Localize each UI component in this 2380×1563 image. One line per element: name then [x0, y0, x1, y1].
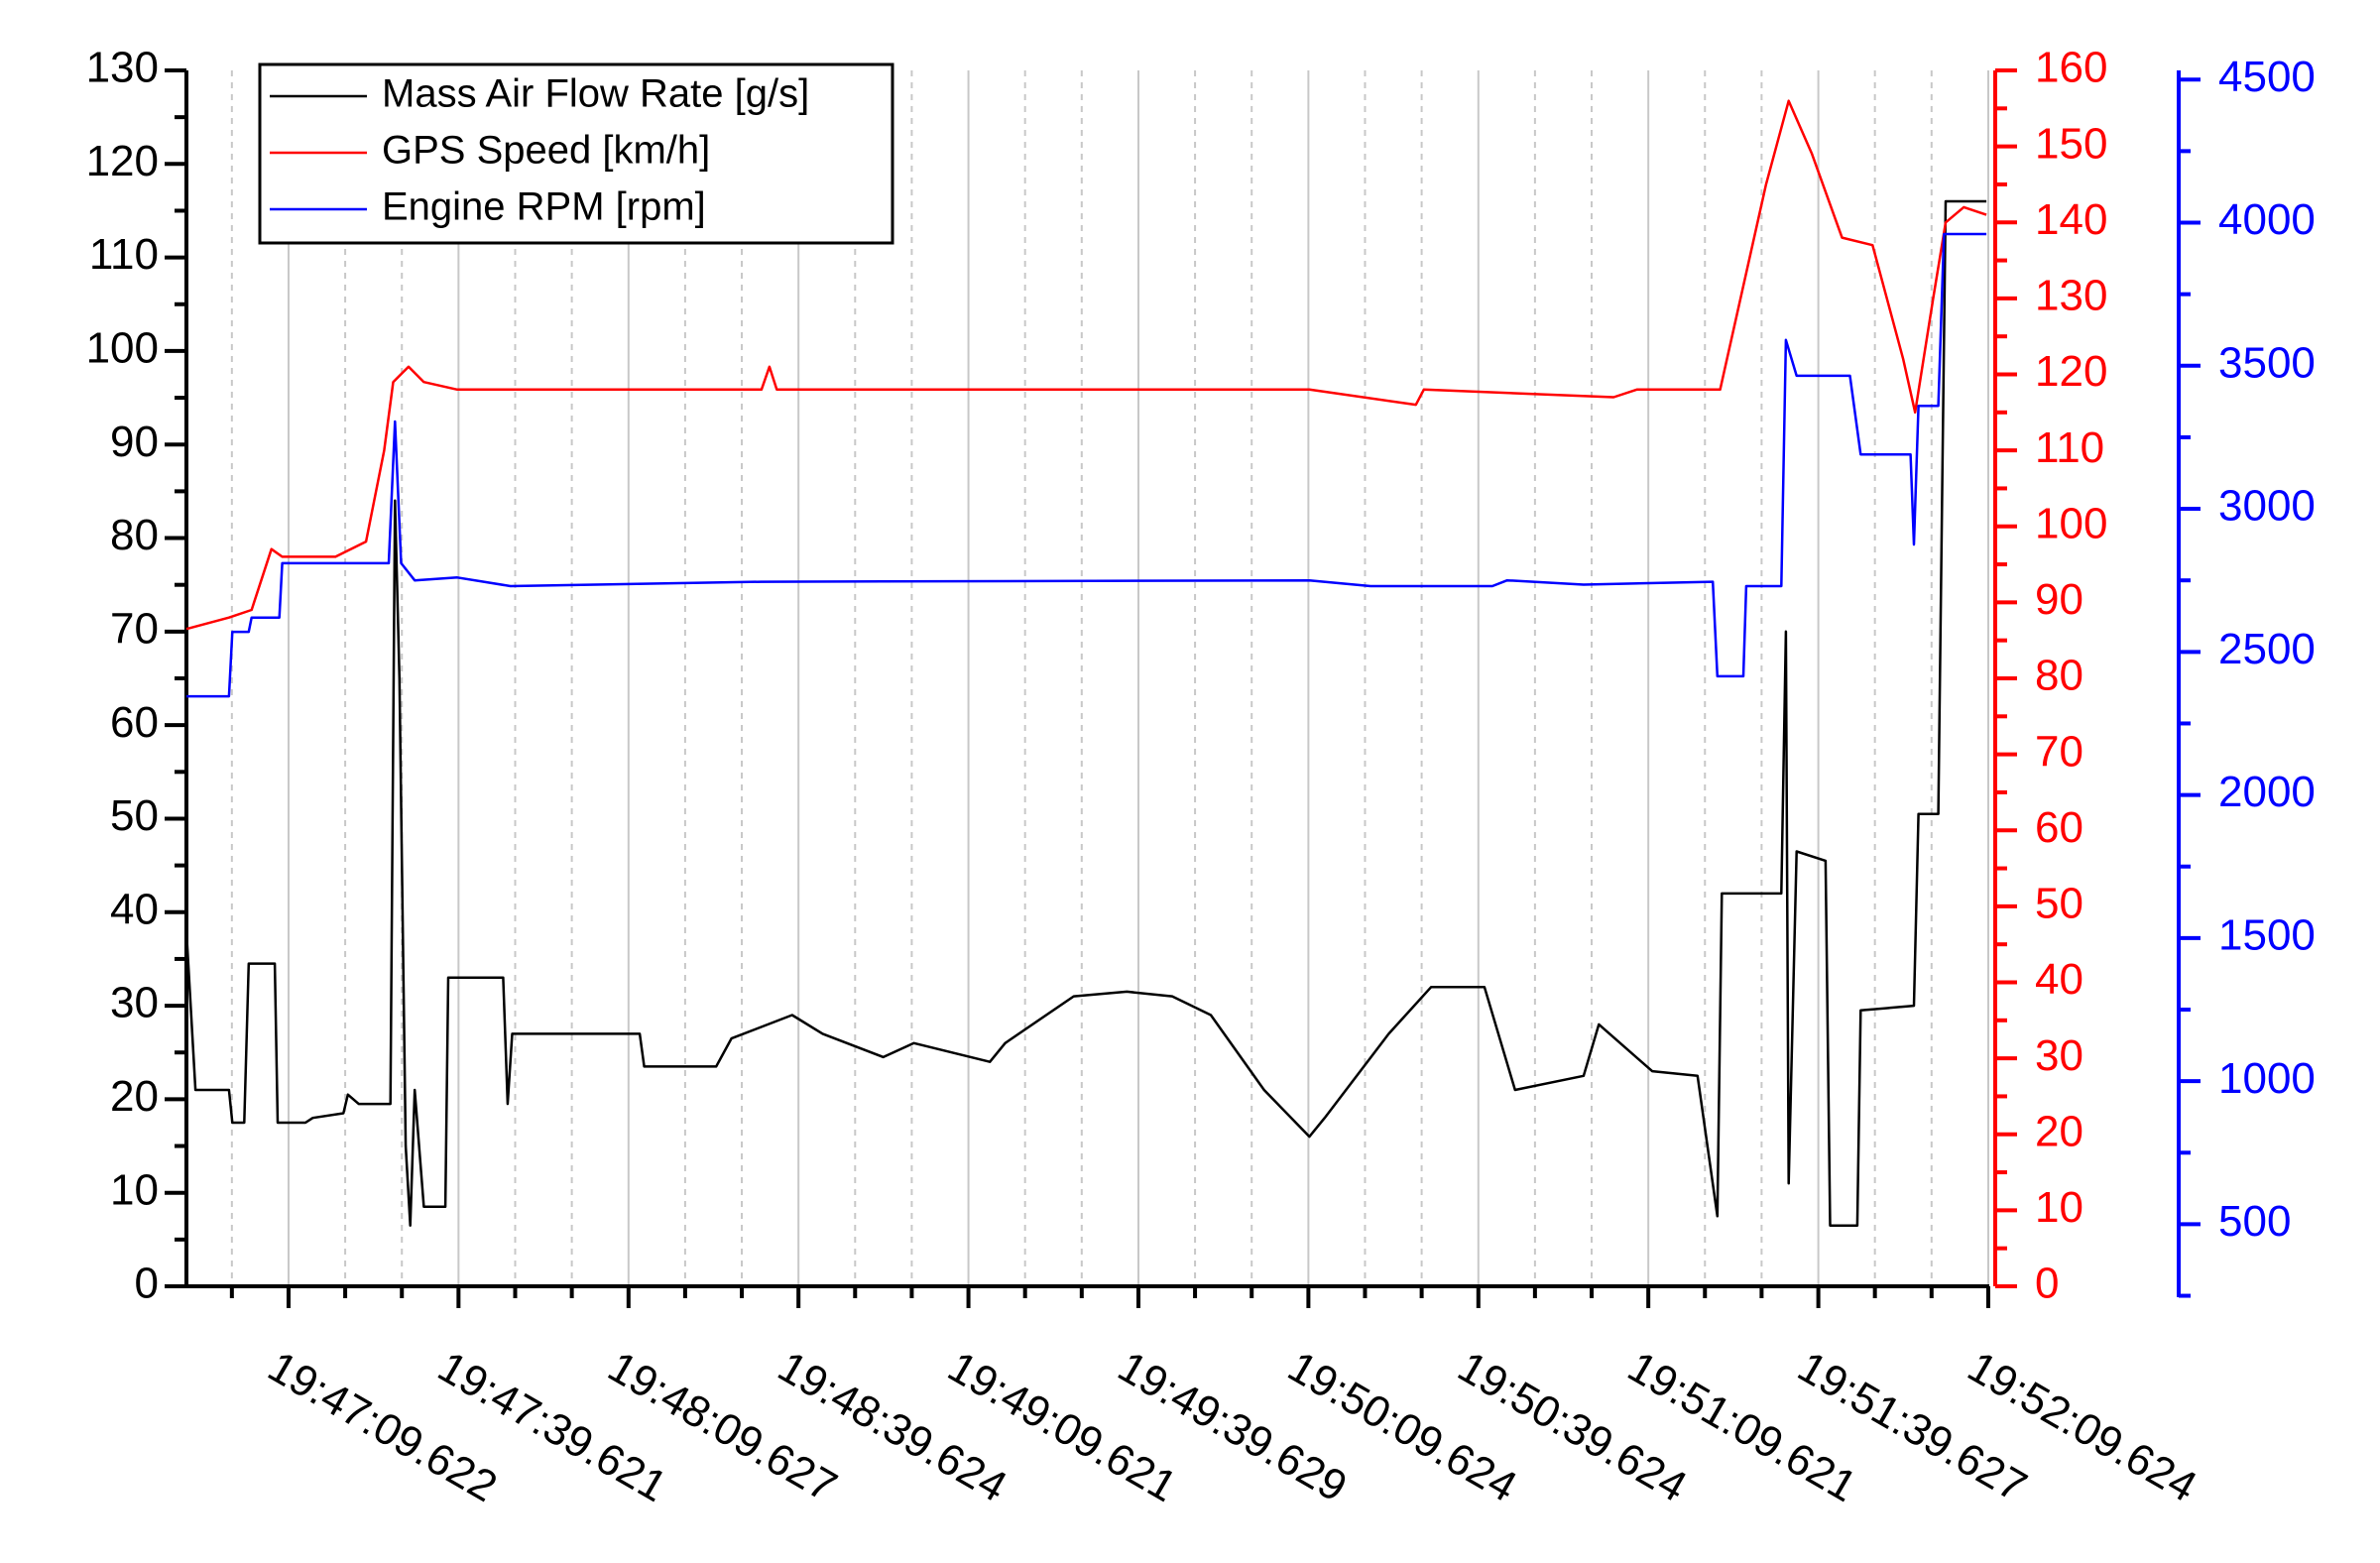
- y3-tick-label: 4500: [2218, 53, 2316, 101]
- y2-tick-label: 20: [2035, 1107, 2083, 1155]
- y-tick-label: 30: [110, 979, 159, 1027]
- y-tick-label: 130: [86, 44, 159, 92]
- y2-tick-label: 140: [2035, 195, 2107, 244]
- legend-label: Engine RPM [rpm]: [382, 185, 706, 229]
- y2-tick-label: 100: [2035, 499, 2107, 547]
- series-line: [186, 232, 1987, 698]
- y-tick-label: 40: [110, 885, 159, 933]
- y-tick-label: 90: [110, 418, 159, 466]
- y-tick-label: 20: [110, 1072, 159, 1121]
- legend-label: Mass Air Flow Rate [g/s]: [382, 72, 809, 116]
- y2-tick-label: 130: [2035, 272, 2107, 320]
- y3-tick-label: 3500: [2218, 338, 2316, 387]
- y3-tick-label: 2000: [2218, 768, 2316, 816]
- y2-tick-label: 80: [2035, 652, 2083, 700]
- y-tick-label: 120: [86, 137, 159, 185]
- y-tick-label: 70: [110, 604, 159, 653]
- y2-tick-label: 10: [2035, 1183, 2083, 1232]
- y3-tick-label: 3000: [2218, 482, 2316, 531]
- y2-tick-label: 120: [2035, 347, 2107, 396]
- y2-tick-label: 30: [2035, 1031, 2083, 1080]
- y3-tick-label: 1000: [2218, 1054, 2316, 1103]
- y2-tick-label: 150: [2035, 119, 2107, 168]
- y2-tick-label: 50: [2035, 880, 2083, 928]
- y2-tick-label: 160: [2035, 44, 2107, 92]
- y-tick-label: 60: [110, 698, 159, 747]
- y3-tick-label: 1500: [2218, 910, 2316, 959]
- series-line: [184, 199, 1987, 1227]
- y-tick-label: 50: [110, 791, 159, 840]
- y3-tick-label: 4000: [2218, 195, 2316, 244]
- y-tick-label: 80: [110, 511, 159, 559]
- y2-tick-label: 0: [2035, 1260, 2059, 1308]
- y-tick-label: 100: [86, 324, 159, 373]
- series-line: [185, 99, 1987, 631]
- y-tick-label: 110: [89, 230, 159, 279]
- legend-label: GPS Speed [km/h]: [382, 129, 710, 173]
- y2-tick-label: 110: [2035, 423, 2104, 472]
- y-tick-label: 0: [135, 1260, 159, 1308]
- y2-tick-label: 40: [2035, 955, 2083, 1004]
- y2-tick-label: 70: [2035, 727, 2083, 776]
- y-tick-label: 10: [110, 1165, 159, 1214]
- y3-tick-label: 2500: [2218, 625, 2316, 673]
- y2-tick-label: 90: [2035, 575, 2083, 624]
- y3-tick-label: 500: [2218, 1197, 2291, 1246]
- y2-tick-label: 60: [2035, 803, 2083, 852]
